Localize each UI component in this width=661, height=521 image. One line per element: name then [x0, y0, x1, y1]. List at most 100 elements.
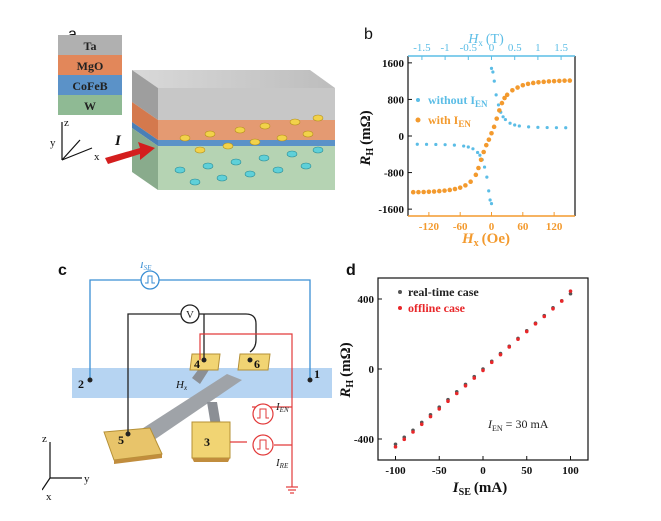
panel-label-c: c	[58, 262, 67, 279]
chart-d-point-offline	[411, 430, 415, 434]
axis-x-c: x	[46, 491, 52, 503]
chart-b-point-with	[410, 189, 416, 195]
chart-d-xtick-label: 100	[562, 465, 579, 477]
axis-z-a: z	[64, 117, 69, 129]
axis-z-c: z	[42, 433, 47, 445]
axis-x-a: x	[94, 151, 100, 163]
pad-6	[237, 353, 271, 371]
legend-label-with: with IEN	[428, 113, 471, 129]
chart-b-point-with	[473, 172, 479, 178]
chart-b-point-without	[492, 79, 496, 83]
chart-d-point-offline	[437, 407, 442, 411]
chart-b-point-with	[478, 157, 484, 163]
panel-label-a: a	[68, 26, 77, 43]
chart-b-point-with	[551, 78, 557, 84]
chart-b-xtick-label: -120	[419, 221, 440, 233]
pulse-en-label: IEN	[275, 401, 289, 414]
legend-marker-with	[415, 117, 421, 123]
chart-b-point-with	[502, 95, 507, 101]
wire-se	[89, 279, 311, 380]
chart-b-point-with	[541, 79, 546, 85]
chart-d-point-offline	[481, 368, 485, 373]
chart-b-ytick-label: -800	[384, 168, 405, 180]
chart-d-point-offline	[419, 422, 424, 427]
chart-b-point-without	[513, 123, 517, 127]
svg-text:V: V	[186, 309, 194, 321]
chart-b-point-without	[424, 142, 429, 146]
panel-c-schematic: ISE V IEN IRE 2 1 5 3 4 6 Hx z y x	[42, 262, 332, 503]
chart-b-xtick-label: -60	[453, 221, 468, 233]
pad-3	[191, 421, 231, 462]
terminal-3: 3	[204, 435, 210, 449]
field-label: Hx	[175, 379, 188, 392]
chart-b-point-with	[486, 137, 492, 142]
axis-y-a: y	[50, 137, 56, 149]
chart-b-point-with	[481, 149, 486, 155]
chart-b-x2tick-label: 0	[489, 42, 495, 54]
chart-d-point-offline	[402, 437, 407, 442]
chart-b-point-without	[501, 115, 505, 119]
chart-d-point-offline	[446, 399, 450, 403]
pulse-re-label: IRE	[275, 457, 289, 470]
chart-b-point-with	[476, 165, 481, 171]
axes-triad-c	[42, 442, 82, 491]
chart-b-x2tick-label: 0.5	[508, 42, 522, 54]
source-se-label: ISE	[139, 262, 152, 272]
chart-b-point-with	[468, 179, 473, 185]
source-se-icon	[140, 270, 160, 290]
chart-b-point-without	[478, 153, 482, 157]
chart-b-point-with	[530, 80, 536, 86]
chart-d-xtick-label: -100	[385, 465, 406, 477]
chart-b-point-without	[488, 198, 492, 202]
chart-b-point-without	[545, 125, 549, 130]
chart-b-point-without	[491, 70, 495, 74]
chart-b-point-with	[463, 183, 468, 188]
chart-b-point-with	[489, 130, 494, 136]
chart-b-ytick-label: 1600	[382, 58, 405, 70]
chart-b-point-with	[504, 92, 510, 98]
chart-d-point-offline	[393, 445, 398, 449]
chart-b-point-without	[564, 126, 568, 130]
current-label: I	[114, 133, 122, 149]
chart-d-point-offline	[551, 307, 555, 311]
terminal-2: 2	[78, 377, 84, 391]
chart-b-x2tick-label: 1	[535, 42, 541, 54]
chart-b-point-with	[557, 78, 562, 84]
chart-b-point-without	[466, 145, 470, 149]
chart-b-point-with	[491, 124, 497, 130]
panel-label-b: b	[364, 26, 373, 43]
layer-label-ta: Ta	[84, 39, 97, 53]
chart-b-point-with	[483, 142, 489, 148]
chart-b-point-with	[442, 188, 447, 193]
chart-b-point-without	[485, 175, 489, 179]
chart-b-y-axis-title: RH(mΩ)	[358, 110, 376, 166]
chart-b-point-without	[462, 144, 466, 148]
wire-voltmeter	[127, 313, 257, 434]
chart-d-point-offline	[568, 289, 573, 293]
chart-b-point-without	[527, 125, 531, 129]
chart-d-point-offline	[454, 391, 459, 396]
chart-b-point-without	[517, 124, 521, 128]
chart-b-point-with	[494, 116, 500, 121]
layer-stack	[132, 70, 335, 190]
legend-marker-without	[416, 98, 420, 102]
chart-d-point-offline	[516, 337, 520, 342]
chart-b-point-with	[510, 87, 515, 93]
panel-a-schematic: Ta MgO CoFeB W	[50, 35, 335, 190]
chart-d-point-offline	[559, 299, 564, 303]
chart-b-ytick-label: -1600	[378, 204, 404, 216]
chart-b-legend: without IEN with IEN	[415, 93, 488, 129]
chart-b-point-without	[487, 189, 491, 193]
chart-b-ytick-label: 0	[399, 131, 405, 143]
chart-b-point-without	[489, 202, 494, 206]
panel-label-d: d	[346, 262, 356, 279]
chart-b-x2tick-label: -0.5	[460, 42, 478, 54]
layer-label-mgo: MgO	[77, 59, 104, 73]
chart-d-ytick-label: 0	[369, 364, 375, 376]
current-arrow: I	[105, 133, 155, 164]
ground-icon	[286, 486, 298, 494]
terminal-4: 4	[194, 357, 200, 371]
chart-d: 400 0 -400 -100 -50 0 50 100 real-time case off…	[340, 277, 589, 498]
wire-red	[199, 333, 293, 487]
chart-b-point-without	[494, 93, 498, 97]
